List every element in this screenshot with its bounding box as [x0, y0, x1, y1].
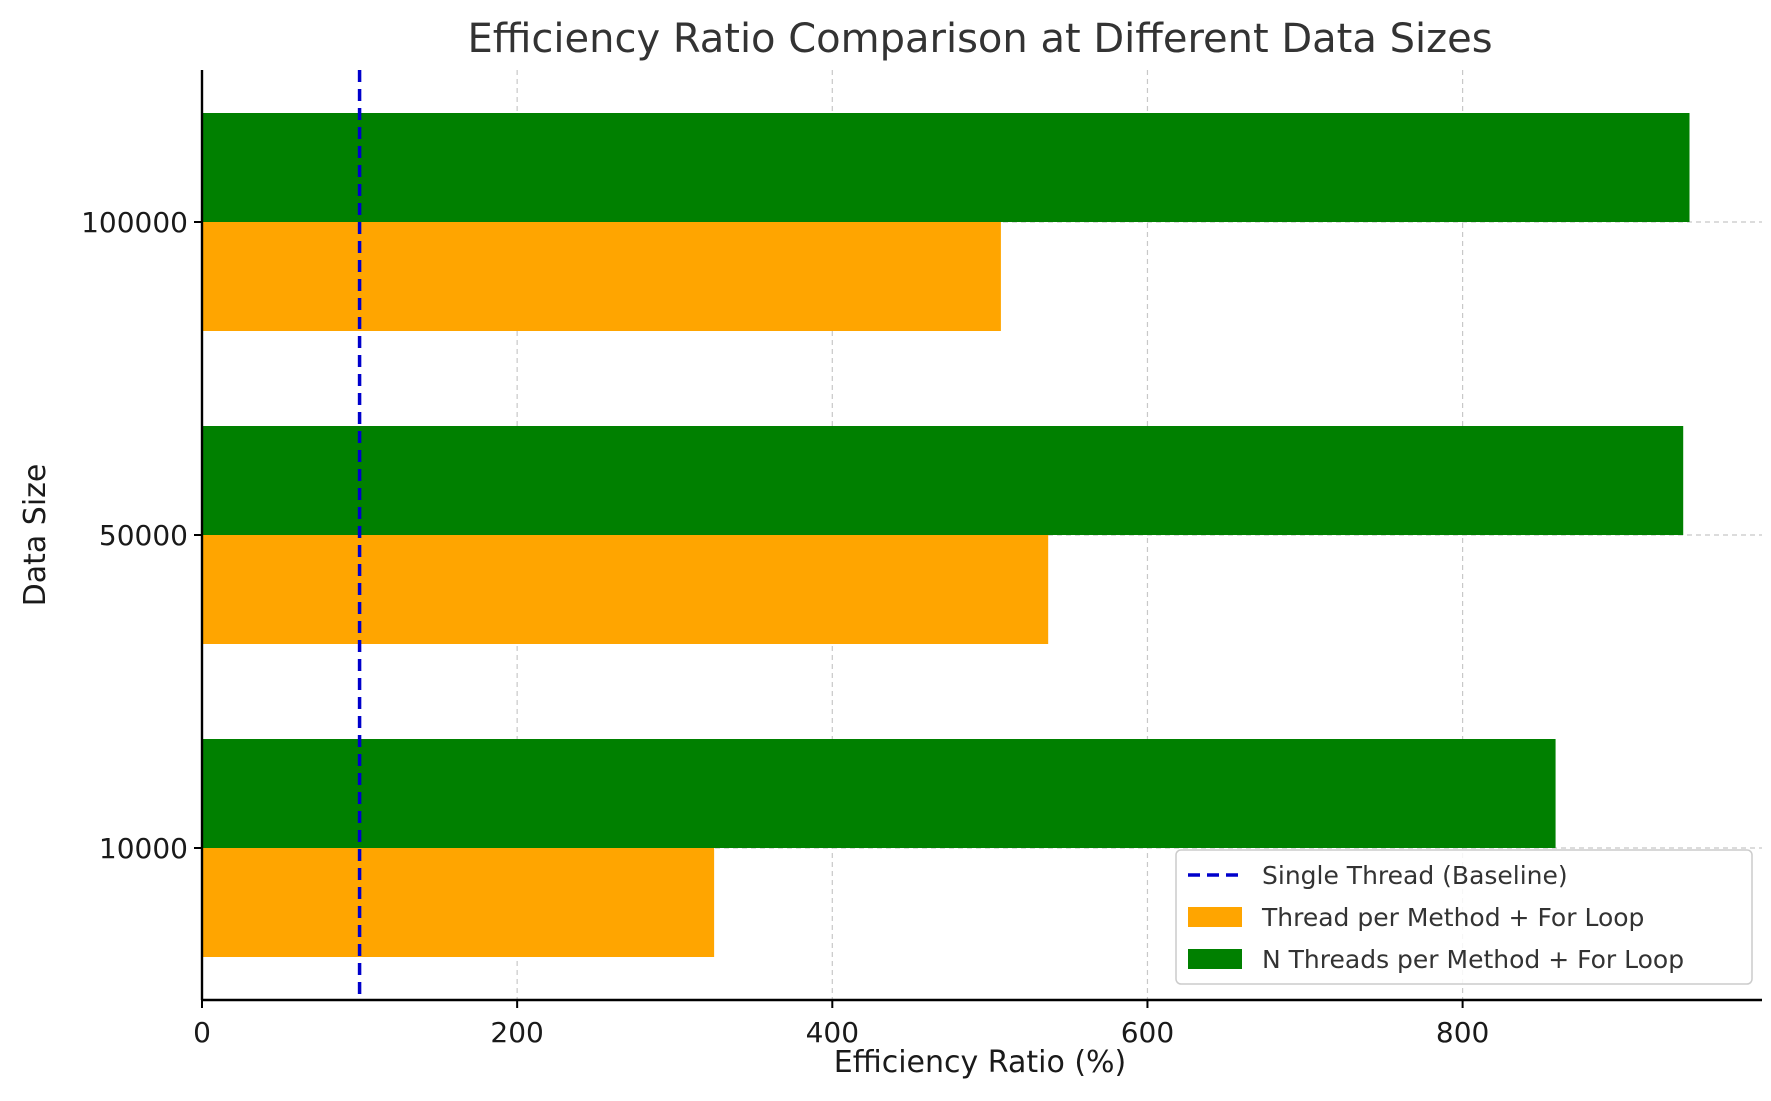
y-axis-label: Data Size [18, 464, 53, 607]
legend-label: Single Thread (Baseline) [1262, 861, 1568, 890]
n-threads-bar-50000 [202, 426, 1684, 535]
x-tick-label: 200 [490, 1016, 543, 1049]
tick-labels: 0 200 400 600 800 10000 50000 100000 [81, 206, 1489, 1049]
x-tick-label: 600 [1121, 1016, 1174, 1049]
legend: Single Thread (Baseline) Thread per Metho… [1175, 849, 1753, 985]
bars [202, 113, 1690, 957]
n-threads-bar-100000 [202, 113, 1690, 222]
legend-label: N Threads per Method + For Loop [1262, 945, 1684, 974]
axes [194, 70, 1762, 1008]
n-threads-bar-10000 [202, 739, 1556, 848]
legend-label: Thread per Method + For Loop [1261, 903, 1644, 932]
chart-title: Efficiency Ratio Comparison at Different… [467, 16, 1492, 62]
x-tick-label: 400 [806, 1016, 859, 1049]
legend-swatch [1188, 907, 1242, 927]
thread-per-method-bar-50000 [202, 535, 1049, 644]
x-axis-label: Efficiency Ratio (%) [834, 1045, 1127, 1080]
y-tick-label: 100000 [81, 206, 188, 239]
x-tick-label: 800 [1436, 1016, 1489, 1049]
x-tick-label: 0 [193, 1016, 211, 1049]
legend-box [1175, 849, 1753, 985]
y-tick-label: 10000 [99, 832, 188, 865]
legend-swatch [1188, 949, 1242, 969]
thread-per-method-bar-10000 [202, 848, 715, 957]
thread-per-method-bar-100000 [202, 222, 1001, 331]
y-tick-label: 50000 [99, 519, 188, 552]
